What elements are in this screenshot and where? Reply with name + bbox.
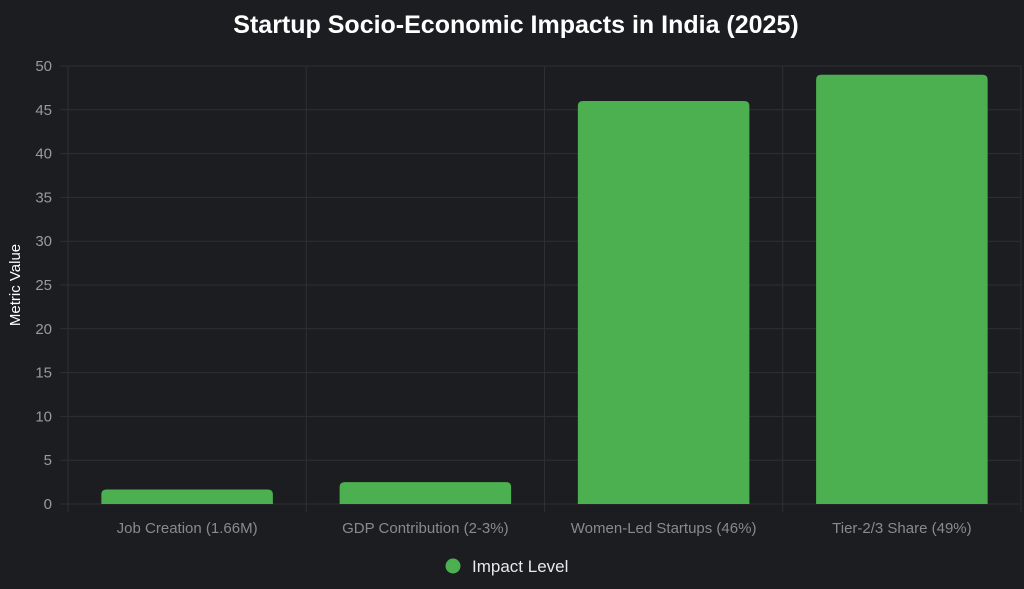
y-tick-label: 50	[35, 58, 52, 75]
bars	[101, 74, 988, 504]
y-tick-label: 0	[44, 496, 52, 513]
x-axis-ticks: Job Creation (1.66M) GDP Contribution (2-…	[117, 520, 972, 537]
gridlines	[60, 65, 1022, 512]
y-tick-label: 30	[35, 233, 52, 250]
y-tick-label: 40	[35, 146, 52, 163]
y-tick-label: 10	[35, 408, 52, 425]
x-tick-label: GDP Contribution (2-3%)	[342, 520, 508, 537]
bar[interactable]	[339, 482, 512, 504]
y-axis-ticks: 0 5 10 15 20 25 30 35 40 45 50	[35, 58, 52, 513]
y-tick-label: 35	[35, 189, 52, 206]
x-tick-label: Tier-2/3 Share (49%)	[832, 520, 972, 537]
bar[interactable]	[816, 74, 988, 504]
legend-swatch-icon[interactable]	[445, 558, 461, 574]
bar[interactable]	[577, 101, 750, 504]
x-tick-label: Women-Led Startups (46%)	[571, 520, 757, 537]
y-tick-label: 45	[35, 102, 52, 119]
legend-label[interactable]: Impact Level	[472, 557, 568, 576]
y-tick-label: 20	[35, 321, 52, 338]
y-tick-label: 25	[35, 277, 52, 294]
y-axis-label: Metric Value	[7, 244, 24, 326]
legend[interactable]: Impact Level	[445, 557, 569, 576]
x-tick-label: Job Creation (1.66M)	[117, 520, 258, 537]
chart-title: Startup Socio-Economic Impacts in India …	[233, 11, 798, 39]
bar[interactable]	[101, 489, 273, 504]
y-tick-label: 15	[35, 365, 52, 382]
y-tick-label: 5	[44, 452, 52, 469]
